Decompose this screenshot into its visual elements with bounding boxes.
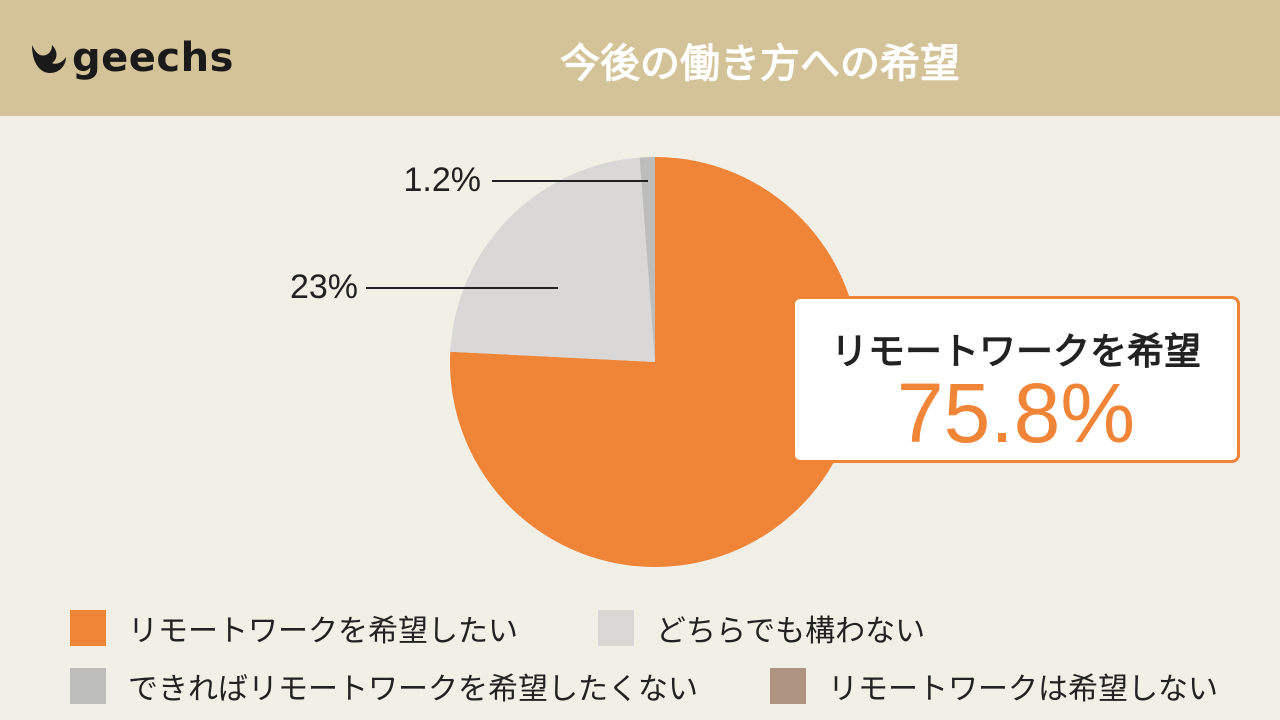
slice-label-2: 1.2% [404, 161, 482, 199]
flame-icon [32, 45, 66, 73]
legend-item-either: どちらでも構わない [598, 606, 925, 650]
legend-swatch [70, 668, 106, 704]
legend-label: リモートワークを希望したい [128, 614, 518, 649]
legend-label: どちらでも構わない [656, 614, 926, 649]
callout-label: リモートワークを希望 [831, 330, 1201, 373]
legend-swatch [598, 610, 634, 646]
legend-swatch [770, 668, 806, 704]
legend-item-remote-no: リモートワークは希望しない [770, 664, 1218, 708]
legend-item-prefer-not: できればリモートワークを希望したくない [70, 664, 698, 708]
page-title: 今後の働き方への希望 [560, 41, 960, 87]
brand-logo: geechs [28, 30, 234, 86]
highlight-callout: リモートワークを希望 75.8% [792, 296, 1240, 463]
pie-slice-1 [450, 157, 655, 362]
legend-label: できればリモートワークを希望したくない [128, 672, 698, 707]
brand-name: geechs [72, 35, 234, 81]
callout-value: 75.8% [896, 366, 1136, 460]
slice-label-1: 23% [290, 268, 358, 306]
pie-slice-2 [639, 157, 655, 362]
legend-item-remote-yes: リモートワークを希望したい [70, 606, 518, 650]
header-bar: geechs 今後の働き方への希望 [0, 0, 1280, 116]
legend-swatch [70, 610, 106, 646]
legend-label: リモートワークは希望しない [828, 672, 1218, 707]
